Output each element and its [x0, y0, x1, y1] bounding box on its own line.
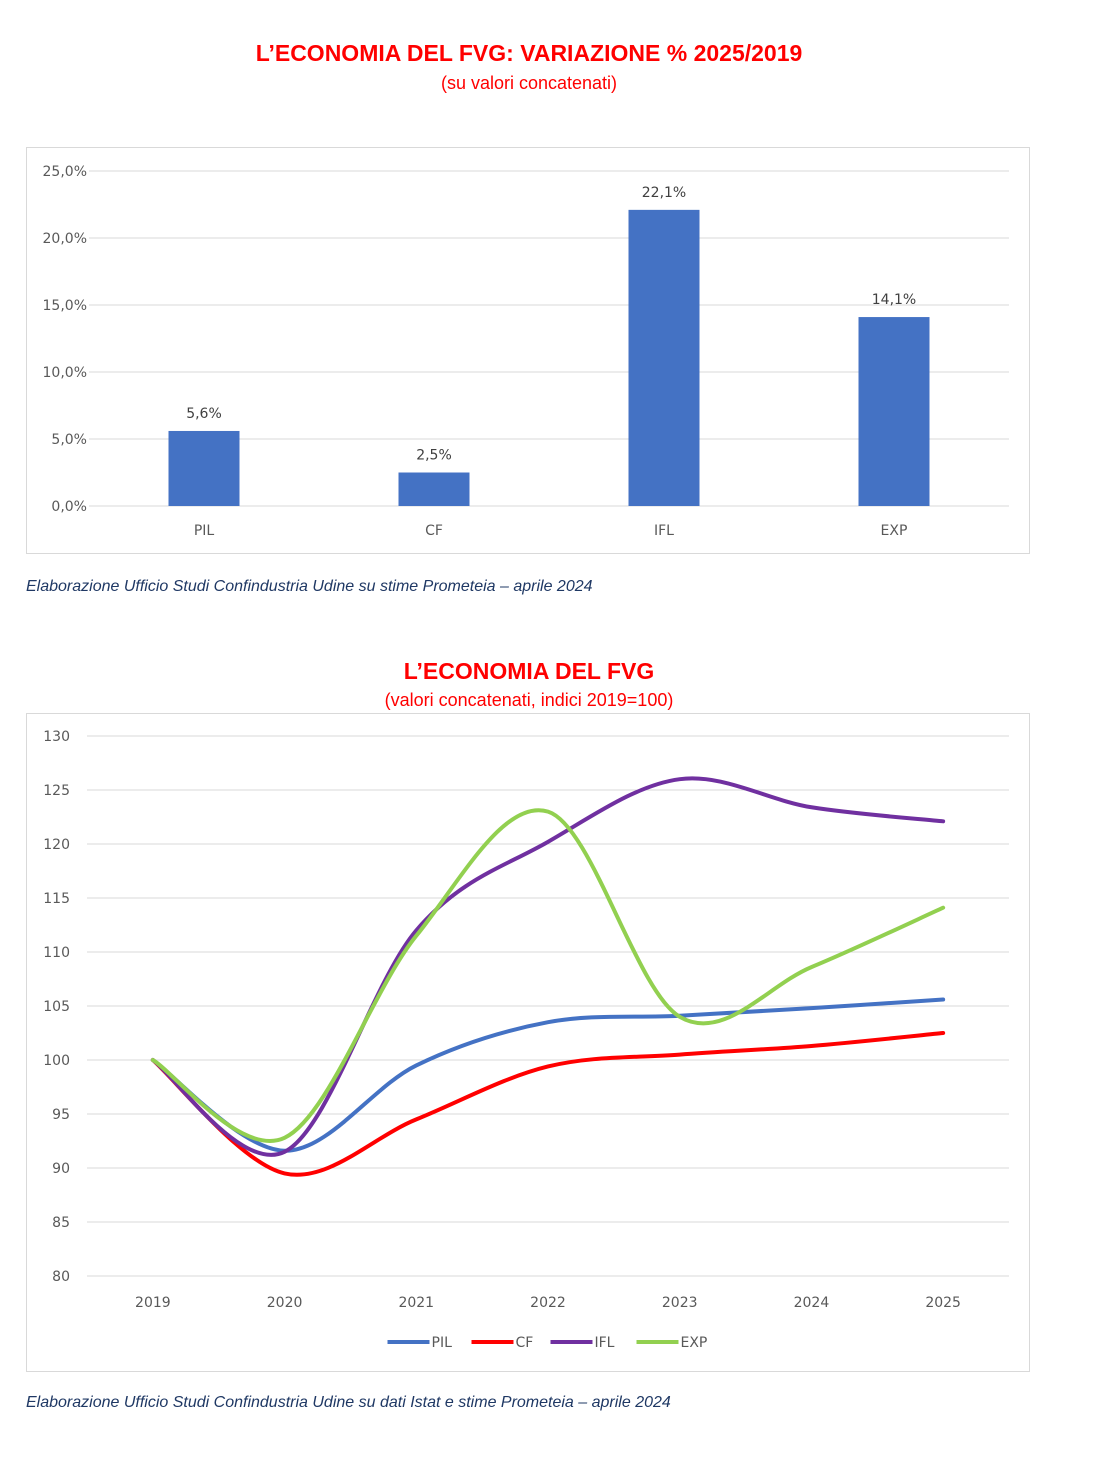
- legend-label-ifl: IFL: [595, 1335, 615, 1351]
- bar-cf: [398, 472, 470, 506]
- series-line-cf: [150, 1031, 946, 1177]
- bar-ifl: [628, 209, 700, 507]
- x-tick-label: CF: [425, 523, 443, 539]
- x-tick-label: 2023: [662, 1295, 698, 1311]
- y-tick-label: 120: [43, 837, 70, 853]
- x-tick-label: 2024: [794, 1295, 830, 1311]
- y-tick-label: 80: [52, 1269, 70, 1285]
- bar-chart-subtitle: (su valori concatenati): [440, 73, 618, 93]
- line-chart: 80 85 90 95 100 105 110 115 120 125 130 2019 2020 202…: [43, 729, 1009, 1351]
- y-tick-label: 130: [43, 729, 70, 745]
- y-tick-label: 85: [52, 1215, 70, 1231]
- y-tick-label: 0,0%: [51, 499, 87, 515]
- bar-chart-source: Elaborazione Ufficio Studi Confindustria…: [26, 578, 593, 595]
- bar-pil: [168, 430, 240, 506]
- data-label: 2,5%: [416, 448, 452, 464]
- y-tick-label: 90: [52, 1161, 70, 1177]
- legend-label-cf: CF: [516, 1335, 534, 1351]
- y-tick-label: 110: [43, 945, 70, 961]
- y-tick-label: 10,0%: [43, 365, 87, 381]
- x-tick-label: 2021: [398, 1295, 434, 1311]
- x-tick-label: 2020: [267, 1295, 303, 1311]
- legend-label-exp: EXP: [681, 1335, 708, 1351]
- data-label: 5,6%: [186, 406, 222, 422]
- y-tick-label: 95: [52, 1107, 70, 1123]
- bar-chart-frame: 0,0% 5,0% 10,0% 15,0% 20,0% 25,0% 5,6% PIL 2,5% C…: [26, 147, 1030, 554]
- line-chart-title: L’ECONOMIA DEL FVG: [403, 658, 655, 684]
- y-tick-label: 15,0%: [43, 298, 87, 314]
- data-label: 22,1%: [642, 185, 686, 201]
- series-line-ifl: [150, 776, 946, 1157]
- x-tick-label: EXP: [881, 523, 908, 539]
- x-tick-label: PIL: [194, 523, 215, 539]
- series-line-exp: [150, 808, 946, 1143]
- x-tick-label: 2025: [925, 1295, 961, 1311]
- data-label: 14,1%: [872, 292, 916, 308]
- x-tick-label: IFL: [654, 523, 674, 539]
- y-tick-label: 125: [43, 783, 70, 799]
- x-tick-label: 2019: [135, 1295, 171, 1311]
- y-tick-label: 5,0%: [51, 432, 87, 448]
- bar-chart-title: L’ECONOMIA DEL FVG: VARIAZIONE % 2025/20…: [255, 40, 803, 66]
- x-tick-label: 2022: [530, 1295, 566, 1311]
- series-line-pil: [150, 997, 946, 1153]
- y-tick-label: 105: [43, 999, 70, 1015]
- line-chart-frame: 80 85 90 95 100 105 110 115 120 125 130 2019 2020 202…: [26, 713, 1030, 1372]
- line-chart-subtitle: (valori concatenati, indici 2019=100): [384, 690, 674, 710]
- legend-label-pil: PIL: [432, 1335, 453, 1351]
- line-chart-source: Elaborazione Ufficio Studi Confindustria…: [26, 1394, 671, 1411]
- bar-exp: [858, 317, 930, 506]
- y-tick-label: 115: [43, 891, 70, 907]
- y-tick-label: 20,0%: [43, 231, 87, 247]
- bar-chart: 0,0% 5,0% 10,0% 15,0% 20,0% 25,0% 5,6% PIL 2,5% C…: [43, 164, 1009, 539]
- y-tick-label: 100: [43, 1053, 70, 1069]
- y-tick-label: 25,0%: [43, 164, 87, 180]
